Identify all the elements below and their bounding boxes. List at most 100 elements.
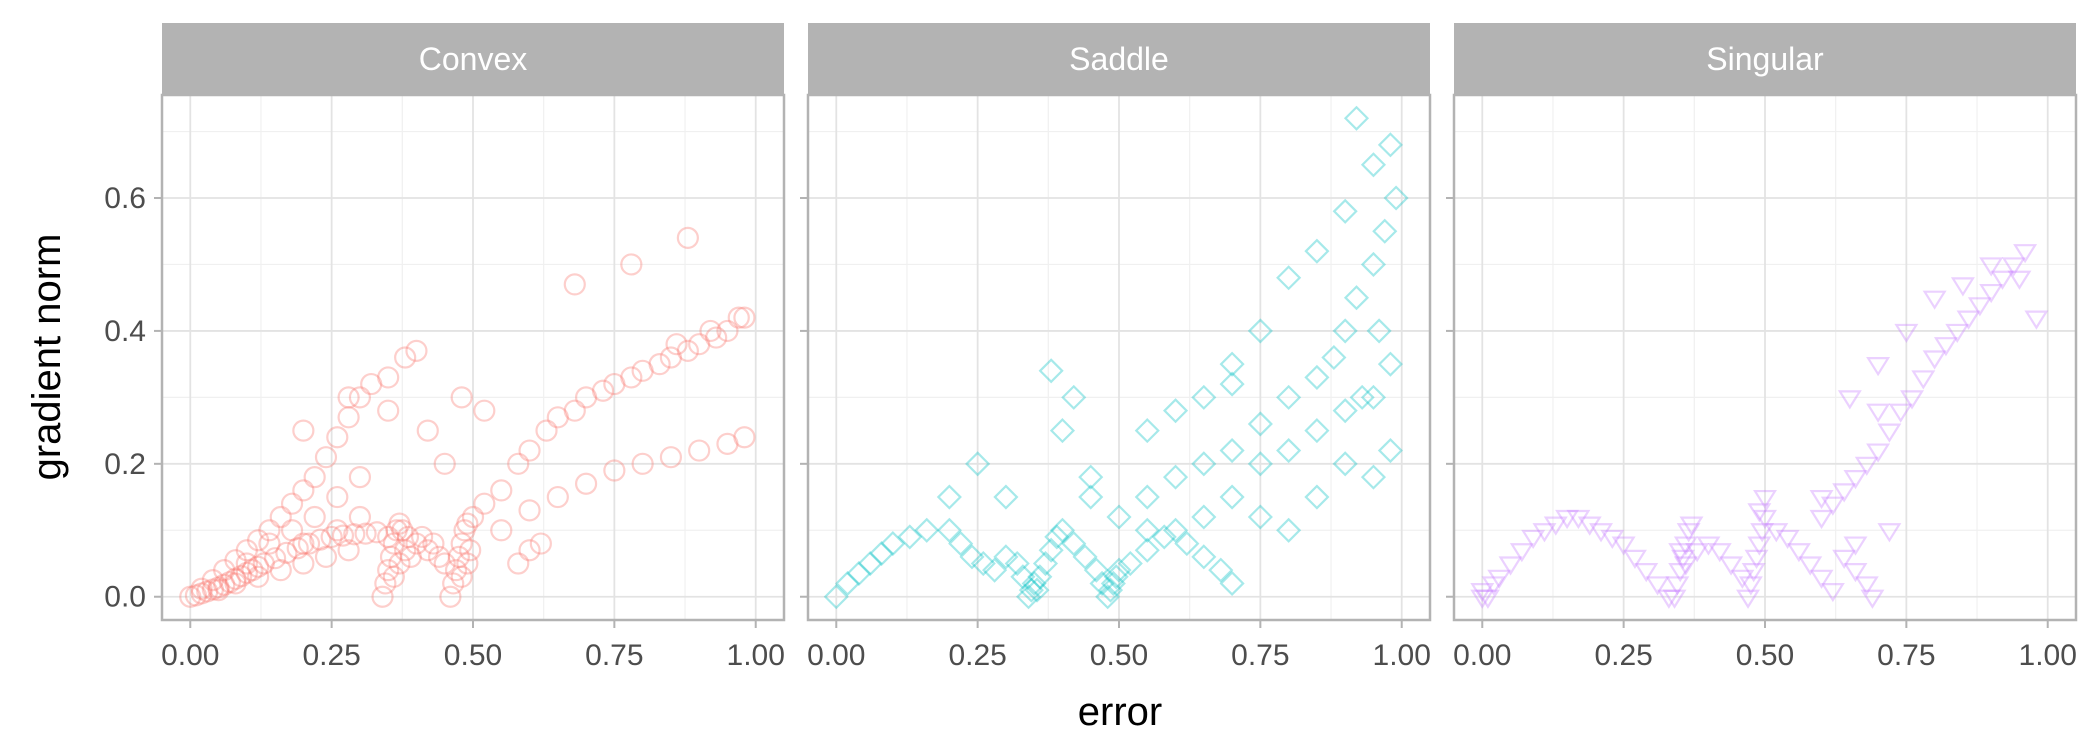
data-point xyxy=(835,570,861,597)
data-point xyxy=(880,531,906,557)
data-point xyxy=(574,386,598,409)
data-point xyxy=(1747,503,1772,523)
data-point xyxy=(247,555,270,578)
data-point xyxy=(309,528,332,551)
data-point xyxy=(444,559,468,582)
data-point xyxy=(1343,285,1370,311)
data-point xyxy=(184,584,208,607)
data-point xyxy=(665,333,688,356)
panel-convex: Convex 0.00 0.25 0.50 0.75 1.00 0.0 0.2 0.4 0.6 xyxy=(104,23,786,672)
data-point xyxy=(247,565,270,588)
data-point xyxy=(1004,550,1030,577)
data-point xyxy=(1843,470,1868,490)
data-point xyxy=(1738,576,1763,596)
panel-singular: Singular 0.00 0.25 0.50 0.75 1.00 xyxy=(1446,23,2078,672)
series-saddle xyxy=(823,105,1409,610)
data-point xyxy=(292,532,315,555)
data-point xyxy=(1676,523,1701,543)
data-point xyxy=(292,552,315,575)
data-point xyxy=(456,552,479,575)
data-point xyxy=(1622,549,1647,569)
data-point xyxy=(1736,589,1761,609)
data-point xyxy=(1775,529,1800,550)
data-point xyxy=(1832,483,1857,503)
data-point xyxy=(1747,536,1772,556)
data-point xyxy=(1061,531,1087,557)
data-point xyxy=(348,386,372,409)
x-tick-label: 0.25 xyxy=(1594,639,1652,672)
data-point xyxy=(1360,464,1387,490)
facet-strip xyxy=(808,23,1430,95)
data-point xyxy=(603,372,626,396)
data-point xyxy=(699,319,722,343)
data-point xyxy=(1764,523,1789,543)
data-point xyxy=(914,517,940,543)
data-point xyxy=(207,576,230,599)
x-tick-label: 0.00 xyxy=(1453,639,1511,672)
data-point xyxy=(993,484,1019,510)
data-point xyxy=(286,537,309,560)
data-point xyxy=(1956,310,1981,330)
data-point xyxy=(959,544,985,570)
x-tick-label: 1.00 xyxy=(1373,639,1431,672)
data-point xyxy=(442,572,465,595)
data-point xyxy=(1097,577,1124,603)
data-point xyxy=(659,446,683,469)
data-point xyxy=(190,582,213,605)
data-point xyxy=(1134,517,1160,543)
data-point xyxy=(1555,509,1580,530)
data-point xyxy=(427,545,451,568)
data-point xyxy=(473,492,496,515)
data-point xyxy=(1219,484,1245,510)
data-point xyxy=(1103,564,1129,590)
data-point xyxy=(292,419,315,442)
data-point xyxy=(1900,390,1925,410)
data-point xyxy=(1247,504,1273,530)
x-tick-label: 0.00 xyxy=(807,639,865,672)
data-point xyxy=(224,572,247,595)
data-point xyxy=(1487,569,1512,589)
data-point xyxy=(354,522,377,545)
data-point xyxy=(405,339,428,362)
data-point xyxy=(377,399,400,422)
data-point xyxy=(563,399,586,422)
data-point xyxy=(2001,257,2026,277)
data-point xyxy=(388,552,411,575)
data-point xyxy=(1162,464,1189,490)
data-point xyxy=(382,565,405,588)
data-point xyxy=(1634,563,1659,583)
data-point xyxy=(1134,418,1160,444)
data-point xyxy=(1509,543,1534,563)
data-point xyxy=(1668,543,1693,563)
data-point xyxy=(416,419,439,442)
data-point xyxy=(1950,277,1975,297)
data-point xyxy=(1276,517,1302,543)
data-point xyxy=(473,399,496,422)
data-point xyxy=(224,549,247,572)
data-point xyxy=(207,578,230,602)
data-point xyxy=(716,432,739,455)
data-point xyxy=(416,539,439,562)
data-point xyxy=(676,226,699,249)
data-point xyxy=(213,559,236,582)
y-tick-label: 0.4 xyxy=(104,315,146,348)
y-axis-title: gradient norm xyxy=(25,234,69,481)
data-point xyxy=(280,492,304,515)
data-point xyxy=(659,346,683,369)
x-tick-label: 1.00 xyxy=(2019,639,2077,672)
data-point xyxy=(1276,384,1302,410)
data-point xyxy=(1809,489,1834,510)
data-point xyxy=(631,359,654,382)
data-point xyxy=(688,439,711,462)
data-point xyxy=(303,505,326,529)
data-point xyxy=(936,517,962,543)
data-point xyxy=(433,452,456,475)
data-point xyxy=(1021,570,1047,597)
data-point xyxy=(365,521,388,544)
facet-strip xyxy=(162,23,784,95)
data-point xyxy=(1832,549,1857,569)
data-point xyxy=(348,466,372,489)
data-point xyxy=(1498,556,1523,576)
x-tick-label: 0.50 xyxy=(1736,639,1794,672)
y-tick-label: 0.2 xyxy=(104,448,146,481)
